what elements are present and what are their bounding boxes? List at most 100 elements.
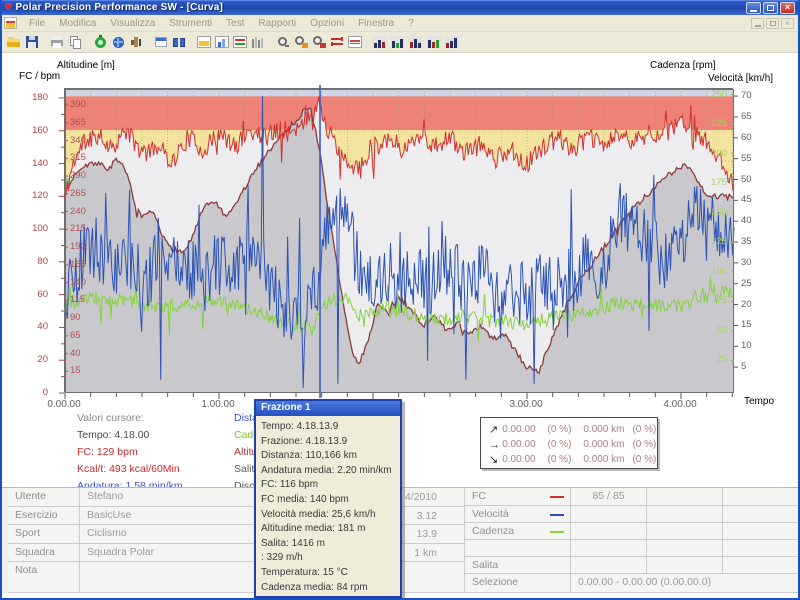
curve-plot[interactable] xyxy=(64,88,733,392)
child-restore-button[interactable] xyxy=(766,18,779,29)
x-tick-label: 0.00.00 xyxy=(32,399,96,410)
lap-tooltip-line: Andatura media: 2.20 min/km xyxy=(261,464,400,479)
lap-tooltip-line: FC media: 140 bpm xyxy=(261,493,400,508)
report-chart-2-icon[interactable] xyxy=(390,34,407,50)
menu-item-strumenti[interactable]: Strumenti xyxy=(162,16,219,31)
lap-tooltip-title: Frazione 1 xyxy=(256,401,400,416)
close-button[interactable]: × xyxy=(780,2,795,14)
globe-icon[interactable] xyxy=(110,34,127,50)
zoom-time-icon[interactable] xyxy=(293,34,310,50)
minimize-button[interactable] xyxy=(746,2,761,14)
flat-row: →0.00.00(0 %)0.000 km(0 %) xyxy=(489,437,657,452)
document-chart-icon xyxy=(4,17,17,29)
stats-pct1: (0 %) xyxy=(548,454,584,465)
zoom-icon[interactable] xyxy=(275,34,292,50)
fc-tick-label: 120 xyxy=(16,190,48,201)
legend-value-cell xyxy=(723,488,800,506)
legend-value-cell xyxy=(647,540,723,557)
vel-tick-label: 15 xyxy=(741,319,752,330)
report-chart-3-icon[interactable] xyxy=(408,34,425,50)
menu-item-test[interactable]: Test xyxy=(219,16,251,31)
cadence-axis-title: Cadenza [rpm] xyxy=(650,60,716,71)
swap-arrows-icon[interactable] xyxy=(329,34,346,50)
up-right-arrow-icon: ↗ xyxy=(489,423,502,436)
legend-value-cell xyxy=(723,557,800,574)
values-chart-icon[interactable] xyxy=(232,34,249,50)
menu-item-file[interactable]: File xyxy=(22,16,52,31)
cad-tick-label: 25 xyxy=(693,354,727,365)
alt-tick-label: 215 xyxy=(70,223,86,234)
cursor-values-column-1: Valori cursore:Tempo: 4.18.00FC: 129 bpm… xyxy=(77,410,183,495)
bar-chart-icon[interactable] xyxy=(214,34,231,50)
copy-icon[interactable] xyxy=(67,34,84,50)
child-minimize-button[interactable] xyxy=(751,18,764,29)
ascent-descent-stats-box: ↗0.00.00(0 %)0.000 km(0 %)→0.00.00(0 %)0… xyxy=(480,417,658,469)
lap-tooltip-line: Velocità media: 25,6 km/h xyxy=(261,508,400,523)
menu-bar: FileModificaVisualizzaStrumentiTestRappo… xyxy=(2,15,798,32)
restore-button[interactable] xyxy=(763,2,778,14)
lap-tooltip-line: FC: 116 bpm xyxy=(261,478,400,493)
stopwatch-icon[interactable] xyxy=(92,34,109,50)
menu-item-modifica[interactable]: Modifica xyxy=(52,16,103,31)
open-folder-icon[interactable] xyxy=(6,34,23,50)
legend-value-cell xyxy=(647,557,723,574)
vel-tick-label: 55 xyxy=(741,153,752,164)
right-arrow-icon: → xyxy=(489,439,502,451)
area-chart-icon[interactable] xyxy=(196,34,213,50)
x-tick-label: 3.00.00 xyxy=(494,399,558,410)
curves-compare-icon[interactable] xyxy=(347,34,364,50)
save-icon[interactable] xyxy=(24,34,41,50)
lap-tooltip-line: Distanza: 110,166 km xyxy=(261,449,400,464)
stats-time: 0.00.00 xyxy=(502,454,547,465)
ascent-row: ↗0.00.00(0 %)0.000 km(0 %) xyxy=(489,422,657,437)
legend-color-sample xyxy=(550,531,564,533)
stats-time: 0.00.00 xyxy=(502,424,547,435)
histogram-icon[interactable] xyxy=(250,34,267,50)
alt-tick-label: 315 xyxy=(70,152,86,163)
menu-item-finestra[interactable]: Finestra xyxy=(351,16,401,31)
alt-tick-label: 290 xyxy=(70,170,86,181)
menu-item-?[interactable]: ? xyxy=(401,16,421,31)
cad-tick-label: 175 xyxy=(693,177,727,188)
menu-item-rapporti[interactable]: Rapporti xyxy=(251,16,303,31)
report-chart-1-icon[interactable] xyxy=(372,34,389,50)
cad-tick-label: 250 xyxy=(693,89,727,100)
lap-tooltip-line: Salita: 1416 m xyxy=(261,537,400,552)
cursor-value-line: FC: 129 bpm xyxy=(77,444,183,461)
menu-item-opzioni[interactable]: Opzioni xyxy=(303,16,351,31)
legend-value-cell xyxy=(571,506,647,523)
legend-label-salita: Salita xyxy=(465,557,571,574)
speaker-icon[interactable] xyxy=(128,34,145,50)
legend-value-cell xyxy=(571,557,647,574)
lap-tooltip-line: Frazione: 4.18.13.9 xyxy=(261,435,400,450)
fc-tick-label: 40 xyxy=(16,321,48,332)
alt-tick-label: 65 xyxy=(70,330,81,341)
cad-tick-label: 150 xyxy=(693,207,727,218)
stats-time: 0.00.00 xyxy=(502,439,547,450)
cursor-value-line: Kcal/t: 493 kcal/60Min xyxy=(77,461,183,478)
cad-tick-label: 200 xyxy=(693,148,727,159)
zoom-values-icon[interactable] xyxy=(311,34,328,50)
book-icon[interactable] xyxy=(171,34,188,50)
legend-color-sample xyxy=(550,496,564,498)
stats-dist: 0.000 km xyxy=(583,424,632,435)
vel-tick-label: 45 xyxy=(741,194,752,205)
report-chart-5-icon[interactable] xyxy=(444,34,461,50)
legend-value-cell xyxy=(723,523,800,540)
legend-value-cell xyxy=(723,506,800,523)
fc-tick-label: 180 xyxy=(16,92,48,103)
report-chart-4-icon[interactable] xyxy=(426,34,443,50)
print-icon[interactable] xyxy=(49,34,66,50)
lap-tooltip-line: Altitudine media: 181 m xyxy=(261,522,400,537)
legend-value-cell xyxy=(647,488,723,506)
child-close-button[interactable]: × xyxy=(781,18,794,29)
vel-tick-label: 70 xyxy=(741,90,752,101)
window-frame-icon[interactable] xyxy=(153,34,170,50)
vel-tick-label: 30 xyxy=(741,257,752,268)
legend-value-cell: 85 / 85 xyxy=(571,488,647,506)
vel-tick-label: 20 xyxy=(741,299,752,310)
cad-tick-label: 100 xyxy=(693,266,727,277)
menu-item-visualizza[interactable]: Visualizza xyxy=(103,16,162,31)
alt-tick-label: 190 xyxy=(70,241,86,252)
mdi-child-controls: × xyxy=(749,18,794,29)
